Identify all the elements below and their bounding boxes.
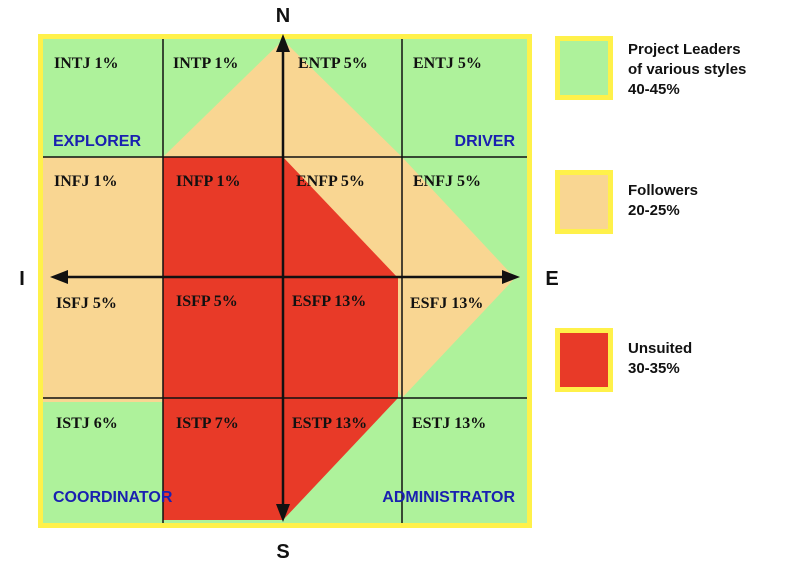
legend-followers-line2: 20-25% — [628, 202, 680, 219]
cell-enfj: ENFJ 5% — [413, 173, 481, 190]
legend-swatch-unsuited — [560, 333, 608, 387]
cell-intj: INTJ 1% — [54, 55, 118, 72]
legend-swatch-leaders — [560, 41, 608, 95]
legend-unsuited-line2: 30-35% — [628, 360, 680, 377]
compass-axes — [58, 44, 512, 515]
cell-entj: ENTJ 5% — [413, 55, 482, 72]
corner-administrator: ADMINISTRATOR — [382, 489, 515, 506]
east-arrowhead — [502, 270, 520, 284]
legend: Project Leaders of various styles 40-45%… — [555, 36, 746, 392]
legend-unsuited-line1: Unsuited — [628, 340, 692, 357]
cell-enfp: ENFP 5% — [296, 173, 365, 190]
legend-followers-line1: Followers — [628, 182, 698, 199]
grid-lines — [43, 39, 527, 523]
compass-west: I — [19, 268, 25, 290]
compass-east: E — [545, 268, 558, 290]
corner-explorer: EXPLORER — [53, 133, 141, 150]
south-arrowhead — [276, 504, 290, 522]
cell-estp: ESTP 13% — [292, 415, 367, 432]
legend-swatch-followers — [560, 175, 608, 229]
legend-leaders-line2: of various styles — [628, 61, 746, 78]
cell-intp: INTP 1% — [173, 55, 238, 72]
legend-item-unsuited: Unsuited 30-35% — [555, 328, 692, 392]
corner-driver: DRIVER — [455, 133, 516, 150]
cell-esfp: ESFP 13% — [292, 293, 366, 310]
legend-item-followers: Followers 20-25% — [555, 170, 698, 234]
cell-istp: ISTP 7% — [176, 415, 239, 432]
unsuited-region — [163, 157, 398, 520]
cell-esfj: ESFJ 13% — [410, 295, 483, 312]
west-arrowhead — [50, 270, 68, 284]
cell-infp: INFP 1% — [176, 173, 240, 190]
cell-entp: ENTP 5% — [298, 55, 368, 72]
north-arrowhead — [276, 34, 290, 52]
cell-isfp: ISFP 5% — [176, 293, 238, 310]
cell-istj: ISTJ 6% — [56, 415, 118, 432]
compass-south: S — [276, 541, 289, 563]
cell-infj: INFJ 1% — [54, 173, 118, 190]
axis-arrowheads — [50, 34, 520, 522]
corner-coordinator: COORDINATOR — [53, 489, 173, 506]
compass-north: N — [276, 5, 290, 27]
legend-leaders-line3: 40-45% — [628, 81, 680, 98]
type-cells: INTJ 1% INTP 1% ENTP 5% ENTJ 5% INFJ 1% … — [54, 55, 486, 432]
legend-item-leaders: Project Leaders of various styles 40-45% — [555, 36, 746, 100]
legend-leaders-line1: Project Leaders — [628, 41, 741, 58]
cell-estj: ESTJ 13% — [412, 415, 486, 432]
cell-isfj: ISFJ 5% — [56, 295, 117, 312]
